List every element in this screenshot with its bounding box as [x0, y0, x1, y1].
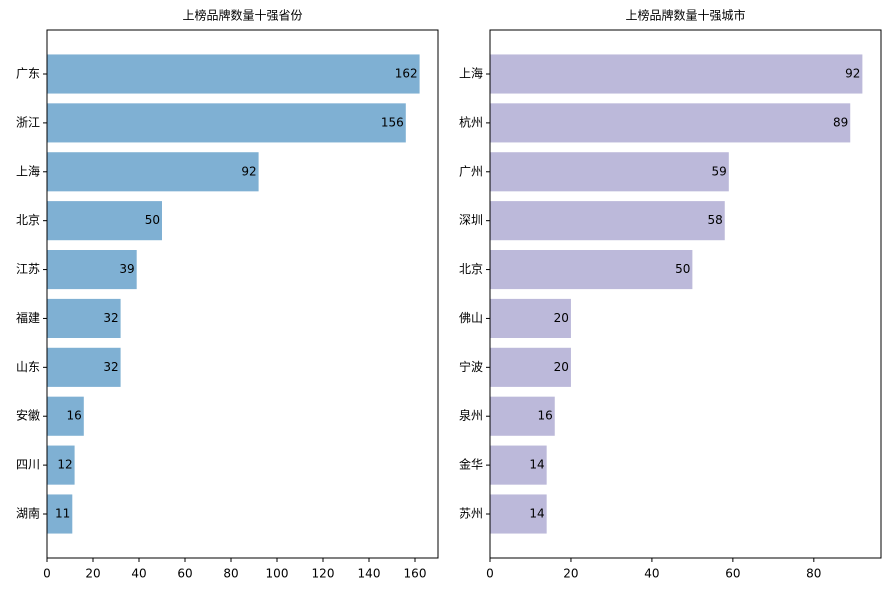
- x-tick-label: 140: [358, 567, 381, 581]
- data-label: 32: [103, 360, 118, 374]
- chart-title: 上榜品牌数量十强城市: [625, 8, 745, 23]
- data-label: 20: [554, 360, 569, 374]
- data-label: 32: [103, 311, 118, 325]
- y-tick-label: 泉州: [459, 409, 483, 423]
- data-label: 92: [845, 67, 860, 81]
- axes-frame: [46, 29, 439, 559]
- y-tick-label: 湖南: [16, 506, 40, 521]
- y-tick-label: 福建: [16, 310, 40, 325]
- x-tick-label: 60: [177, 567, 192, 581]
- y-tick-label: 山东: [16, 360, 40, 374]
- x-tick-label: 0: [486, 567, 494, 581]
- x-tick-label: 100: [266, 567, 289, 581]
- data-label: 16: [537, 409, 552, 423]
- bar: [490, 494, 547, 534]
- bar: [47, 201, 162, 241]
- bar: [490, 201, 725, 241]
- chart-title: 上榜品牌数量十强省份: [182, 8, 302, 23]
- data-label: 58: [707, 213, 722, 227]
- bar: [490, 250, 693, 290]
- bar: [490, 152, 729, 192]
- bar: [490, 54, 863, 94]
- y-tick-label: 江苏: [16, 262, 40, 276]
- y-tick-label: 金华: [459, 457, 483, 472]
- data-label: 12: [57, 458, 72, 472]
- data-label: 50: [675, 262, 690, 276]
- y-tick-label: 浙江: [16, 115, 40, 129]
- bar: [47, 347, 121, 387]
- y-tick-label: 四川: [16, 458, 40, 472]
- bar: [47, 152, 259, 192]
- x-tick-label: 40: [131, 567, 146, 581]
- y-tick-label: 上海: [459, 66, 483, 81]
- y-tick-label: 宁波: [459, 359, 483, 374]
- x-tick-label: 80: [223, 567, 238, 581]
- bar: [47, 54, 420, 94]
- x-tick-label: 80: [806, 567, 821, 581]
- y-tick-label: 北京: [16, 213, 40, 227]
- y-tick-label: 深圳: [459, 213, 483, 227]
- y-tick-label: 上海: [16, 163, 40, 178]
- data-label: 11: [55, 507, 70, 521]
- x-tick-label: 0: [43, 567, 51, 581]
- data-label: 50: [145, 213, 160, 227]
- y-tick-label: 杭州: [459, 114, 483, 129]
- y-tick-label: 安徽: [16, 408, 40, 423]
- data-label: 162: [395, 67, 418, 81]
- bar: [47, 396, 84, 436]
- bar: [47, 494, 73, 534]
- data-label: 156: [381, 115, 404, 129]
- bar: [47, 103, 406, 143]
- bar: [47, 445, 75, 485]
- x-tick-label: 20: [563, 567, 578, 581]
- x-tick-label: 20: [85, 567, 100, 581]
- data-label: 14: [529, 458, 544, 472]
- y-tick-label: 广东: [16, 67, 40, 81]
- data-label: 14: [529, 507, 544, 521]
- x-tick-label: 40: [644, 567, 659, 581]
- y-tick-label: 北京: [459, 262, 483, 276]
- data-label: 59: [712, 164, 727, 178]
- y-tick-label: 佛山: [459, 311, 483, 325]
- bar: [490, 396, 555, 436]
- x-tick-label: 160: [404, 567, 427, 581]
- data-label: 92: [241, 164, 256, 178]
- x-tick-label: 60: [725, 567, 740, 581]
- y-tick-label: 苏州: [459, 507, 483, 521]
- data-label: 20: [554, 311, 569, 325]
- axes-frame: [489, 29, 882, 559]
- bar: [490, 445, 547, 485]
- bar: [490, 347, 571, 387]
- bar: [490, 103, 851, 143]
- x-tick-label: 120: [312, 567, 335, 581]
- data-label: 16: [67, 409, 82, 423]
- data-label: 89: [833, 115, 848, 129]
- bar: [490, 298, 571, 338]
- data-label: 39: [119, 262, 134, 276]
- bar: [47, 298, 121, 338]
- y-tick-label: 广州: [459, 164, 483, 178]
- bar: [47, 250, 137, 290]
